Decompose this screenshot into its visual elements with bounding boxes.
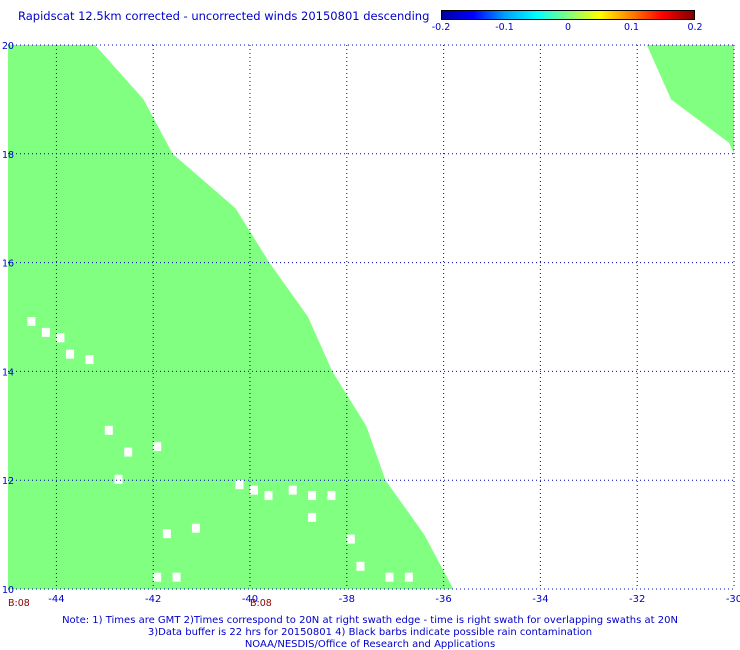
color-scale-tick-label: 0: [564, 22, 572, 33]
data-gap: [153, 572, 162, 582]
data-gap: [153, 442, 162, 452]
swath-time-label: B:08: [250, 598, 272, 609]
data-gap: [356, 561, 365, 571]
longitude-tick-label: -34: [532, 594, 548, 605]
data-gap: [104, 425, 113, 435]
data-gap: [264, 491, 273, 501]
swath-time-label: B:08: [8, 598, 30, 609]
data-gap: [114, 474, 123, 484]
data-gap: [56, 333, 65, 343]
color-scale-tick-label: -0.2: [431, 22, 451, 33]
latitude-tick-label: 20: [2, 41, 14, 52]
data-gap: [308, 512, 317, 522]
latitude-tick-label: 10: [2, 585, 14, 596]
data-gap: [41, 327, 50, 337]
color-scale-tick-label: 0.2: [687, 22, 703, 33]
latitude-tick-label: 18: [2, 150, 14, 161]
longitude-tick-label: -36: [435, 594, 451, 605]
data-gap: [124, 447, 133, 457]
data-gap: [235, 480, 244, 490]
data-gap: [346, 534, 355, 544]
latitude-tick-label: 12: [2, 476, 14, 487]
data-gap: [191, 523, 200, 533]
latitude-tick-label: 16: [2, 259, 14, 270]
color-scale-tick-label: -0.1: [495, 22, 514, 33]
footnote-line-3: NOAA/NESDIS/Office of Research and Appli…: [244, 639, 496, 650]
data-gap: [385, 572, 394, 582]
longitude-tick-label: -32: [629, 594, 645, 605]
longitude-tick-label: -40: [242, 594, 258, 605]
color-scale-tick-label: 0.1: [623, 22, 640, 33]
data-gap: [85, 355, 94, 365]
latitude-tick-label: 14: [2, 367, 14, 378]
footnote-line-2: 3)Data buffer is 22 hrs for 20150801 4) …: [147, 627, 593, 638]
longitude-tick-label: -30: [726, 594, 740, 605]
swath-west-coverage: [8, 45, 454, 589]
data-gap: [172, 572, 181, 582]
longitude-tick-label: -42: [145, 594, 161, 605]
data-gap: [66, 349, 75, 359]
swath-east-coverage: [646, 45, 734, 154]
data-gap: [288, 485, 297, 495]
data-gap: [162, 529, 171, 539]
data-gap: [327, 491, 336, 501]
footnote-line-1: Note: 1) Times are GMT 2)Times correspon…: [62, 615, 678, 626]
map-title: Rapidscat 12.5km corrected - uncorrected…: [18, 9, 430, 23]
longitude-tick-label: -38: [339, 594, 355, 605]
data-gap: [250, 485, 258, 495]
data-gap: [404, 572, 413, 582]
data-gap: [27, 317, 36, 326]
color-scale-bar: [441, 10, 695, 20]
longitude-tick-label: -44: [48, 594, 64, 605]
data-gap: [308, 491, 317, 501]
